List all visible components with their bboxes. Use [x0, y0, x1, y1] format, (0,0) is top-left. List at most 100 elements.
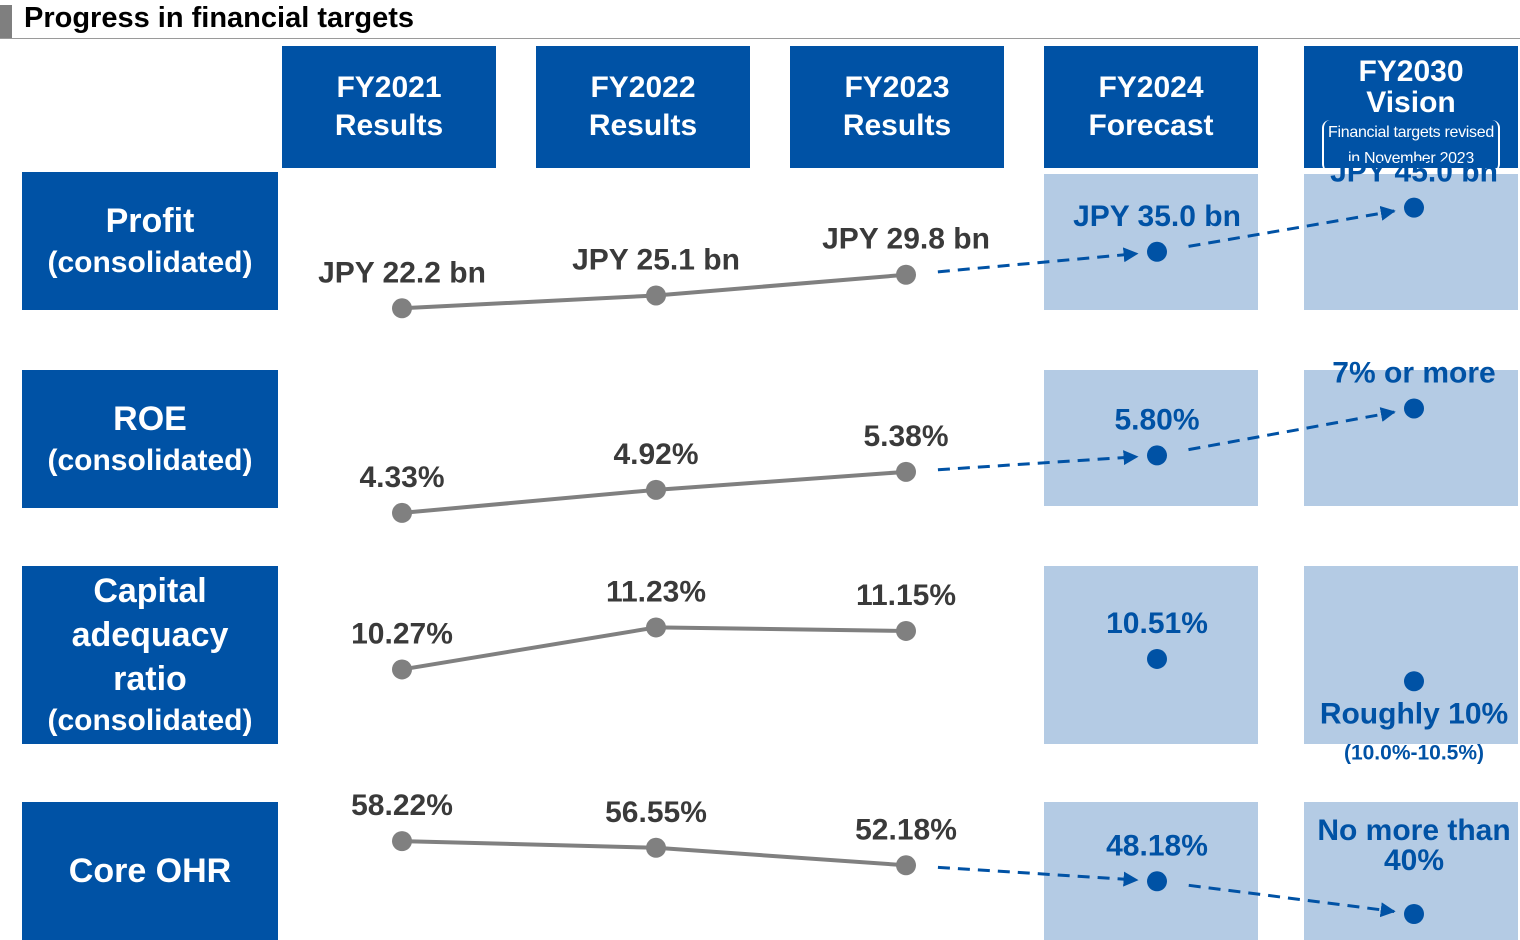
- column-header-year: FY2021: [336, 71, 442, 104]
- label-line: JPY 29.8 bn: [822, 223, 990, 256]
- target-sublabel: (10.0%-10.5%): [1344, 741, 1484, 764]
- label-line: 5.80%: [1114, 403, 1199, 436]
- target-label: 5.80%: [1114, 403, 1199, 436]
- column-header-year: FY2022: [590, 71, 696, 104]
- result-point: [392, 659, 412, 680]
- title-accent-bar: [0, 5, 12, 38]
- forecast-cell-profit: [1044, 174, 1258, 310]
- result-label: JPY 22.2 bn: [318, 256, 486, 289]
- target-label: 10.51%: [1106, 607, 1208, 640]
- note-line-2: in November 2023: [1348, 150, 1474, 167]
- vision-cell-capital: [1304, 566, 1518, 744]
- target-label: No more than 40%: [1317, 814, 1510, 877]
- forecast-arrow: [937, 450, 1139, 472]
- result-label: 58.22%: [351, 789, 453, 822]
- label-line: 11.15%: [856, 579, 956, 612]
- target-point: [1147, 241, 1167, 262]
- column-header-fy2023: FY2023 Results: [790, 46, 1004, 168]
- column-header-year: FY2024: [1098, 71, 1204, 104]
- column-header-fy2030: FY2030 Vision Financial targets revised …: [1304, 46, 1518, 172]
- result-label: JPY 25.1 bn: [572, 243, 740, 276]
- result-point: [896, 461, 916, 482]
- label-line: Roughly 10%: [1320, 697, 1508, 730]
- label-line: 56.55%: [605, 796, 707, 829]
- label-line: 7% or more: [1332, 356, 1495, 389]
- result-label: 4.92%: [613, 438, 698, 471]
- vision-cell-roe: [1304, 370, 1518, 506]
- target-label: 7% or more: [1332, 356, 1495, 389]
- column-header-kind: Forecast: [1088, 109, 1214, 142]
- result-point: [896, 855, 916, 876]
- label-line: 4.92%: [613, 438, 698, 471]
- target-point: [1147, 445, 1167, 466]
- target-point: [1404, 197, 1424, 218]
- label-line: 40%: [1384, 844, 1444, 877]
- row-header-roe: ROE (consolidated): [22, 370, 278, 508]
- result-point: [646, 285, 666, 306]
- result-label: 11.23%: [606, 575, 706, 608]
- label-line: JPY 25.1 bn: [572, 243, 740, 276]
- target-point: [1147, 871, 1167, 892]
- label-line: JPY 22.2 bn: [318, 256, 486, 289]
- row-header-main: Capital adequacy ratio: [71, 572, 229, 698]
- label-line: 5.38%: [863, 420, 948, 453]
- label-line: 52.18%: [855, 813, 957, 846]
- note-line-1: Financial targets revised: [1328, 124, 1494, 141]
- row-header-core-ohr: Core OHR: [22, 802, 278, 940]
- target-point: [1404, 904, 1424, 924]
- result-label: 52.18%: [855, 813, 957, 846]
- forecast-cell-roe: [1044, 370, 1258, 506]
- result-label: 10.27%: [351, 617, 453, 650]
- column-header-kind: Results: [334, 109, 444, 142]
- column-header-fy2022: FY2022 Results: [536, 46, 750, 168]
- column-header-fy2021: FY2021 Results: [282, 46, 496, 168]
- column-header-fy2024: FY2024 Forecast: [1044, 46, 1258, 168]
- column-header-kind: Results: [588, 109, 698, 142]
- column-header-note: Financial targets revised in November 20…: [1322, 120, 1500, 172]
- target-point: [1404, 671, 1424, 692]
- result-point: [896, 620, 916, 641]
- result-label: 4.33%: [359, 461, 444, 494]
- row-header-main: Profit: [105, 202, 195, 240]
- label-line: 4.33%: [359, 461, 444, 494]
- label-line: 48.18%: [1106, 829, 1208, 862]
- result-point: [646, 479, 666, 500]
- target-label: JPY 45.0 bn: [1330, 156, 1498, 189]
- column-header-year: FY2023: [844, 71, 950, 104]
- result-point: [392, 502, 412, 523]
- target-label: Roughly 10%: [1320, 697, 1508, 730]
- forecast-arrow: [937, 247, 1139, 274]
- vision-arrow: [1188, 407, 1396, 452]
- target-point: [1147, 648, 1167, 669]
- vision-arrow: [1188, 883, 1396, 918]
- row-header-sub: (consolidated): [47, 246, 253, 279]
- result-point: [392, 298, 412, 319]
- label-line: JPY 35.0 bn: [1073, 200, 1241, 233]
- result-point: [392, 831, 412, 852]
- result-point: [646, 617, 666, 638]
- row-header-sub: (consolidated): [47, 704, 253, 737]
- row-header-main: ROE: [113, 400, 187, 438]
- row-header-main: Core OHR: [68, 852, 232, 890]
- target-label: JPY 35.0 bn: [1073, 200, 1241, 233]
- page-title: Progress in financial targets: [24, 2, 415, 34]
- label-line: 11.23%: [606, 575, 706, 608]
- vision-arrow: [1188, 205, 1396, 248]
- result-label: 11.15%: [856, 579, 956, 612]
- column-header-year: FY2030: [1358, 55, 1464, 88]
- column-header-kind: Vision: [1366, 86, 1456, 119]
- forecast-arrow: [937, 865, 1139, 887]
- label-line: No more than: [1317, 814, 1510, 847]
- column-header-kind: Results: [842, 109, 952, 142]
- title-bar: Progress in financial targets: [0, 0, 1520, 39]
- row-header-sub: (consolidated): [47, 444, 253, 477]
- vision-cell-profit: [1304, 174, 1518, 310]
- target-point: [1404, 398, 1424, 419]
- label-line: 58.22%: [351, 789, 453, 822]
- result-point: [646, 837, 666, 858]
- result-label: 56.55%: [605, 796, 707, 829]
- label-line: 10.51%: [1106, 607, 1208, 640]
- label-line: JPY 45.0 bn: [1330, 156, 1498, 189]
- result-label: JPY 29.8 bn: [822, 223, 990, 256]
